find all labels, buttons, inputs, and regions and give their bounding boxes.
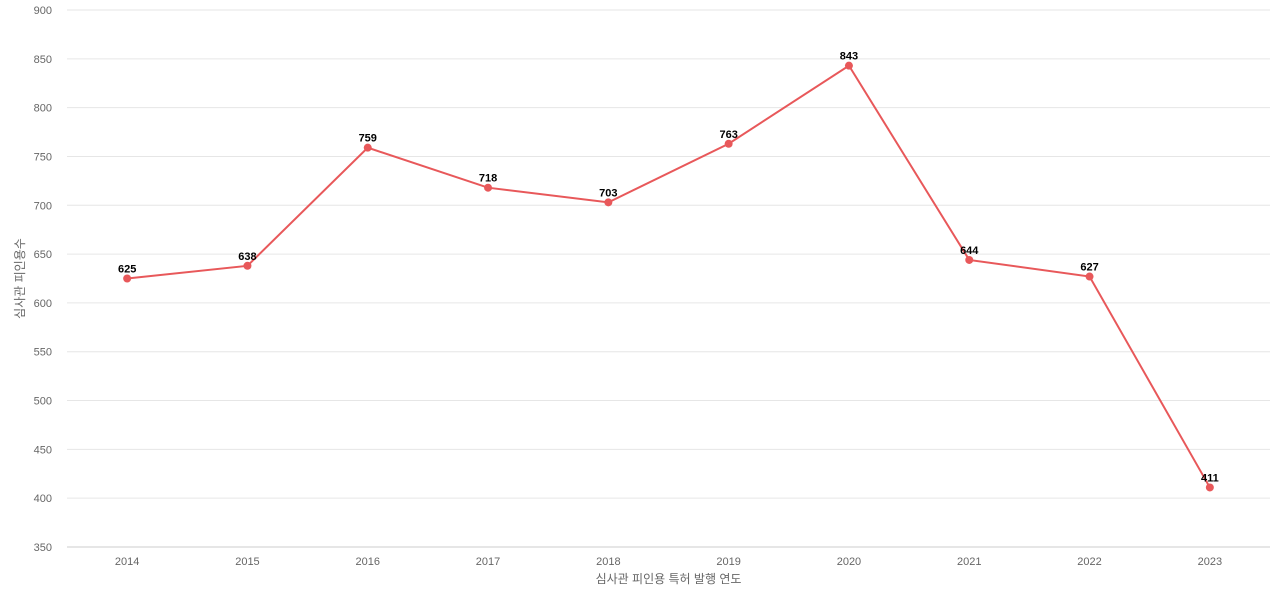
data-label: 703 (599, 187, 617, 199)
y-tick-label: 400 (34, 493, 52, 505)
x-tick-label: 2015 (235, 556, 259, 568)
y-tick-label: 550 (34, 347, 52, 359)
data-label: 759 (359, 133, 377, 145)
data-point[interactable] (844, 61, 853, 70)
data-point[interactable] (724, 139, 733, 148)
data-point[interactable] (363, 143, 372, 152)
x-tick-label: 2018 (596, 556, 620, 568)
data-points (123, 61, 1214, 492)
data-label: 718 (479, 173, 497, 185)
y-tick-label: 850 (34, 54, 52, 66)
y-tick-label: 800 (34, 103, 52, 115)
x-tick-label: 2023 (1198, 556, 1222, 568)
data-label: 625 (118, 264, 136, 276)
x-tick-label: 2020 (837, 556, 861, 568)
y-tick-label: 650 (34, 249, 52, 261)
x-axis-tick-labels: 2014 2015 2016 2017 2018 2019 2020 2021 2022 2023 (115, 556, 1222, 568)
data-label: 763 (719, 129, 737, 141)
data-label: 843 (840, 51, 858, 63)
y-tick-label: 900 (34, 5, 52, 17)
data-point[interactable] (604, 198, 613, 207)
data-point[interactable] (1085, 272, 1094, 281)
y-tick-label: 600 (34, 298, 52, 310)
y-axis-title: 심사관 피인용수 (13, 238, 27, 319)
grid-lines (67, 9, 1270, 499)
data-point[interactable] (243, 261, 252, 270)
data-point[interactable] (1205, 483, 1214, 492)
y-tick-label: 700 (34, 200, 52, 212)
y-tick-label: 500 (34, 396, 52, 408)
data-point[interactable] (965, 255, 974, 264)
y-tick-label: 450 (34, 444, 52, 456)
x-tick-label: 2016 (356, 556, 380, 568)
data-labels: 625 638 759 718 703 763 843 644 627 411 (118, 51, 1219, 485)
y-axis-tick-labels: 350 400 450 500 550 600 650 700 750 800 850 900 (34, 5, 52, 554)
x-axis-title: 심사관 피인용 특허 발행 연도 (596, 571, 742, 586)
data-label: 638 (238, 251, 256, 263)
data-point[interactable] (484, 183, 493, 192)
x-tick-label: 2014 (115, 556, 139, 568)
y-tick-label: 750 (34, 151, 52, 163)
x-tick-label: 2019 (716, 556, 740, 568)
x-tick-label: 2021 (957, 556, 981, 568)
data-label: 627 (1080, 262, 1098, 274)
x-tick-label: 2022 (1077, 556, 1101, 568)
data-label: 644 (960, 245, 979, 257)
series-line (127, 64, 1211, 488)
data-label: 411 (1201, 472, 1219, 484)
y-tick-label: 350 (34, 542, 52, 554)
x-tick-label: 2017 (476, 556, 500, 568)
data-point[interactable] (123, 274, 132, 283)
